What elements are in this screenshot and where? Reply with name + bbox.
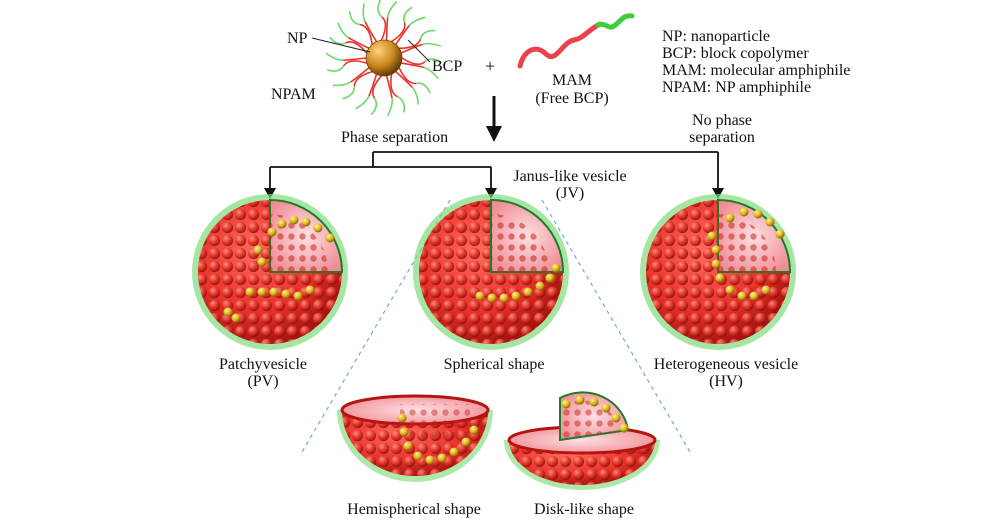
bcp-chain-green xyxy=(408,16,426,27)
plus-sign: + xyxy=(485,56,496,76)
spherical-label: Spherical shape xyxy=(443,356,545,373)
npam-chains xyxy=(325,0,443,117)
patchy-vesicle xyxy=(192,194,348,350)
jv-gold-beads xyxy=(475,263,561,303)
bcp-chain-red xyxy=(348,37,370,50)
free-bcp-label: (Free BCP) xyxy=(535,90,609,107)
branch-connectors xyxy=(269,151,719,190)
bcp-chain-green xyxy=(422,42,442,47)
bcp-chain-red xyxy=(353,70,373,87)
bcp-chain-green xyxy=(377,0,383,18)
bcp-chain-red xyxy=(400,43,423,54)
bcp-chain-red xyxy=(380,16,387,41)
bcp-chain-red xyxy=(359,23,373,45)
bcp-chain-red xyxy=(401,62,424,69)
mam-chain xyxy=(517,13,635,69)
arrowhead-hv xyxy=(712,188,724,199)
legend-np: NP: nanoparticle xyxy=(662,28,770,45)
np-label: NP xyxy=(287,30,308,47)
bcp-chain-green xyxy=(403,6,413,23)
arrowhead-jv xyxy=(485,188,497,199)
bcp-chain-red xyxy=(372,75,383,99)
bcp-chain-red xyxy=(385,75,393,99)
bcp-chain-red xyxy=(395,71,413,89)
legend-npam: NPAM: NP amphiphile xyxy=(662,79,812,96)
hv-label-1: Heterogeneous vesicle xyxy=(653,356,799,373)
bcp-chain-green xyxy=(329,36,347,45)
disk-vesicle xyxy=(504,391,660,490)
bcp-chain-green xyxy=(397,95,406,113)
disk-gold-beads xyxy=(561,395,629,433)
bcp-chain-red xyxy=(401,57,426,66)
bcp-chain-green xyxy=(386,97,393,117)
mam-label: MAM xyxy=(551,72,593,89)
bcp-label: BCP xyxy=(432,58,463,75)
np-core xyxy=(365,39,403,77)
janus-label-2: (JV) xyxy=(555,185,585,202)
pv-label-2: (PV) xyxy=(247,373,279,390)
np-pointer xyxy=(311,37,371,53)
bcp-chain-green xyxy=(355,95,370,110)
npam-particle xyxy=(325,0,443,117)
bcp-chain-green xyxy=(416,82,431,94)
bcp-chain-red xyxy=(350,67,370,83)
bcp-chain-green xyxy=(424,58,443,64)
janus-label-1: Janus-like vesicle xyxy=(513,168,627,185)
main-down-arrow xyxy=(486,96,502,142)
pv-gold-beads xyxy=(223,215,335,323)
no-phase-label-1: No phase xyxy=(692,112,752,129)
phase-separation-label: Phase separation xyxy=(341,129,449,146)
bcp-chain-red xyxy=(398,67,417,85)
legend-mam: MAM: molecular amphiphile xyxy=(662,62,851,79)
hv-gold-beads xyxy=(707,207,785,301)
bcp-chain-green xyxy=(337,22,349,39)
disk-label: Disk-like shape xyxy=(534,501,634,518)
bcp-chain-red xyxy=(364,21,378,43)
bcp-chain-green xyxy=(423,66,439,80)
bcp-chain-green xyxy=(370,97,378,116)
janus-vesicle-spherical xyxy=(413,194,569,350)
bcp-chain-red xyxy=(391,22,406,43)
bcp-chain-red xyxy=(343,57,367,61)
pv-label-1: Patchyvesicle xyxy=(219,356,307,373)
bcp-chain-green xyxy=(386,0,398,18)
hemispherical-label: Hemispherical shape xyxy=(347,501,481,518)
bcp-chain-green xyxy=(325,52,344,62)
bcp-chain-red xyxy=(343,60,367,67)
hemi-gold-beads xyxy=(397,413,479,465)
bcp-chain-green xyxy=(362,3,366,23)
bcp-chain-green xyxy=(332,81,352,87)
hemispherical-vesicle xyxy=(337,394,493,482)
hv-label-2: (HV) xyxy=(709,373,743,390)
bcp-chain-red xyxy=(385,17,389,41)
bcp-chain-green xyxy=(348,11,361,26)
arrowhead-pv xyxy=(264,188,276,199)
bcp-pointer xyxy=(407,39,431,63)
no-phase-label-2: separation xyxy=(689,129,755,146)
npam-label: NPAM xyxy=(271,86,316,103)
bcp-chain-red xyxy=(395,25,410,45)
bcp-chain-green xyxy=(411,86,420,105)
bcp-chain-red xyxy=(390,74,398,98)
legend-bcp: BCP: block copolymer xyxy=(662,45,809,62)
bcp-chain-green xyxy=(326,65,345,72)
bcp-chain-green xyxy=(419,29,436,40)
bcp-chain-green xyxy=(342,86,356,100)
heterogeneous-vesicle xyxy=(640,194,796,350)
bcp-chain-red xyxy=(368,74,378,97)
